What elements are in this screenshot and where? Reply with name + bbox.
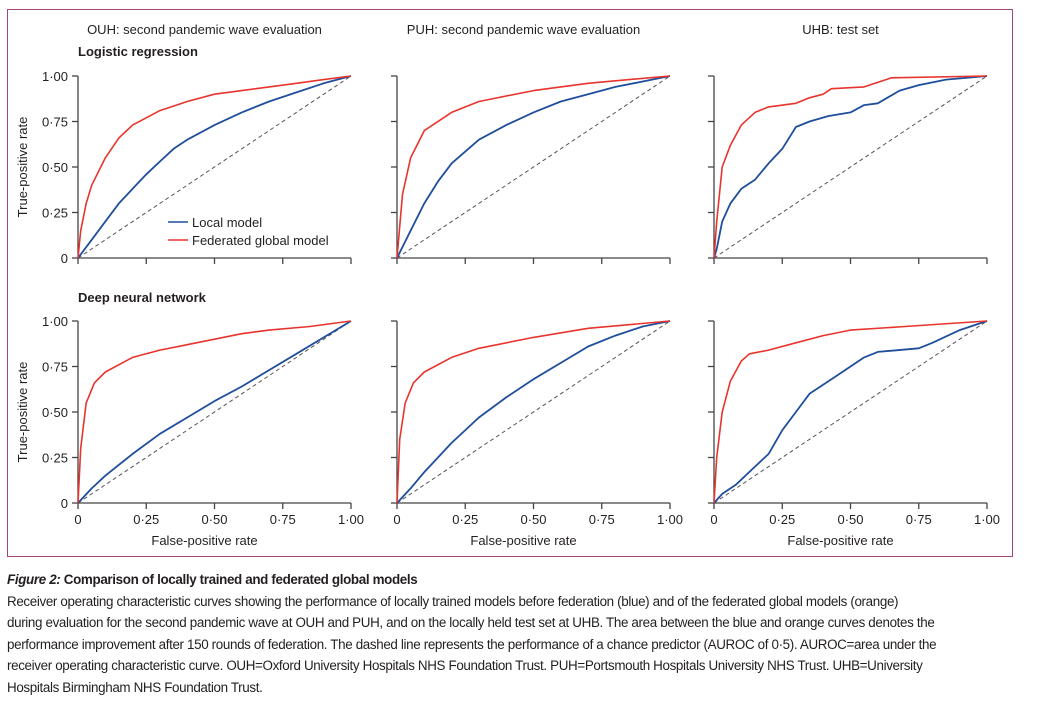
caption-line: receiver operating characteristic curve.… — [7, 658, 923, 673]
roc-figure: OUH: second pandemic wave evaluation PUH:… — [15, 22, 1000, 548]
chance-line — [77, 75, 352, 259]
y-tick-label: 1·00 — [42, 314, 68, 329]
chance-line — [396, 75, 671, 259]
caption-title-text: Comparison of locally trained and federa… — [63, 572, 418, 587]
x-tick-label: 0·25 — [769, 512, 795, 527]
caption-line: Hospitals Birmingham NHS Foundation Trus… — [7, 679, 263, 695]
federated-model-curve — [396, 75, 671, 259]
y-tick-label: 0·75 — [42, 360, 68, 375]
y-axis-label: True-positive rate — [15, 117, 30, 218]
x-axis-label: False-positive rate — [151, 533, 257, 548]
federated-model-curve — [77, 75, 352, 259]
local-model-curve — [77, 75, 352, 259]
x-tick-label: 0·50 — [201, 512, 227, 527]
y-axis-label: True-positive rate — [15, 362, 30, 463]
y-tick-label: 0·25 — [42, 206, 68, 221]
y-tick-label: 1·00 — [42, 69, 68, 84]
x-tick-label: 1·00 — [974, 512, 1000, 527]
local-model-curve — [77, 320, 352, 504]
local-model-curve — [713, 320, 988, 504]
x-tick-label: 0·50 — [837, 512, 863, 527]
x-tick-label: 0·75 — [270, 512, 296, 527]
chance-line — [713, 75, 988, 259]
federated-model-curve — [713, 320, 988, 504]
x-tick-label: 1·00 — [338, 512, 364, 527]
x-tick-label: 0 — [393, 512, 400, 527]
x-tick-label: 0·75 — [906, 512, 932, 527]
caption-label: Figure 2: — [7, 572, 61, 587]
y-tick-label: 0·50 — [42, 405, 68, 420]
local-model-curve — [396, 75, 671, 259]
y-tick-label: 0·25 — [42, 451, 68, 466]
row-title: Logistic regression — [78, 44, 198, 59]
caption-line: Receiver operating characteristic curves… — [7, 593, 899, 609]
column-title: PUH: second pandemic wave evaluation — [407, 22, 640, 37]
row-title: Deep neural network — [78, 290, 207, 305]
local-model-curve — [713, 75, 988, 259]
x-tick-label: 0 — [74, 512, 81, 527]
federated-model-curve — [77, 320, 352, 504]
y-tick-label: 0·50 — [42, 160, 68, 175]
y-tick-label: 0 — [61, 496, 68, 511]
column-title: OUH: second pandemic wave evaluation — [87, 22, 322, 37]
caption-line: during evaluation for the second pandemi… — [7, 615, 935, 630]
legend-label-local: Local model — [192, 215, 262, 230]
figure-frame — [7, 9, 1013, 557]
caption-title: Figure 2: Comparison of locally trained … — [7, 569, 1037, 591]
x-axis-label: False-positive rate — [470, 533, 576, 548]
x-tick-label: 0 — [710, 512, 717, 527]
federated-model-curve — [713, 75, 988, 259]
x-tick-label: 0·25 — [452, 512, 478, 527]
chance-line — [77, 320, 352, 504]
caption-line: performance improvement after 150 rounds… — [7, 636, 937, 652]
x-tick-label: 1·00 — [657, 512, 683, 527]
x-tick-label: 0·50 — [520, 512, 546, 527]
x-tick-label: 0·75 — [589, 512, 615, 527]
column-title: UHB: test set — [802, 22, 879, 37]
chance-line — [713, 320, 988, 504]
chance-line — [396, 320, 671, 504]
figure-caption: Figure 2: Comparison of locally trained … — [7, 569, 1037, 698]
legend-label-federated: Federated global model — [192, 233, 329, 248]
federated-model-curve — [396, 320, 671, 504]
x-axis-label: False-positive rate — [787, 533, 893, 548]
y-tick-label: 0 — [61, 251, 68, 266]
y-tick-label: 0·75 — [42, 115, 68, 130]
x-tick-label: 0·25 — [133, 512, 159, 527]
local-model-curve — [396, 320, 671, 504]
